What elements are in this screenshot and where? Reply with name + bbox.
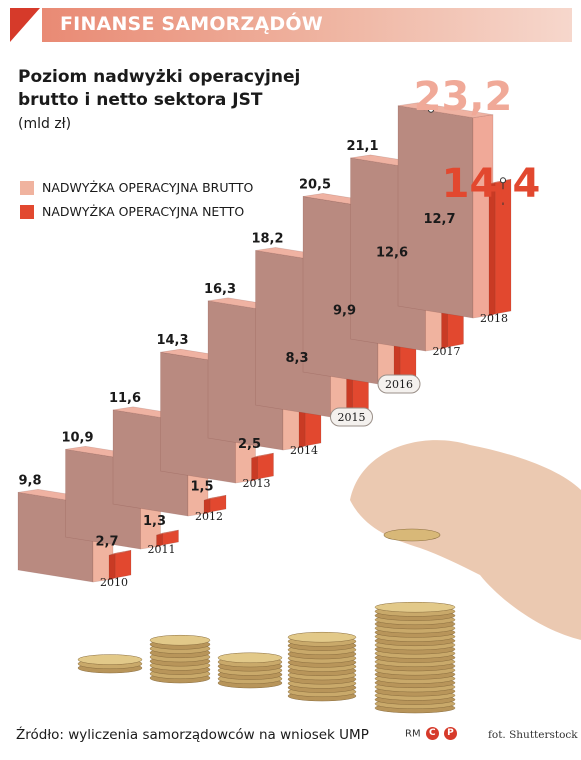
value-label-brutto-2010: 9,8	[18, 473, 41, 488]
bar-netto-top-2013	[251, 452, 274, 459]
value-label-brutto-2017: 21,1	[346, 139, 378, 154]
value-label-brutto-2011: 10,9	[61, 430, 93, 445]
year-pill-2016	[377, 374, 421, 394]
value-label-netto-2017: 12,7	[423, 212, 455, 227]
year-label-2015: 2015	[338, 411, 366, 424]
legend-swatch-netto	[20, 205, 34, 219]
coin-stack-3-top	[217, 652, 283, 664]
year-label-2012: 2012	[195, 510, 223, 523]
year-label-2017: 2017	[433, 345, 461, 358]
leader-dot-brutto	[428, 106, 434, 113]
value-label-netto-2014: 8,3	[285, 351, 308, 366]
bar-chart-3d: 9,8 2,7 2010 10,9 1,3 2011 11,6 1,5 2012 14,3 2,5 2…	[17, 74, 581, 714]
value-label-netto-2012: 1,5	[190, 479, 213, 494]
bar-brutto-side-2018	[472, 114, 494, 319]
value-label-netto-2011: 1,3	[143, 514, 166, 529]
banner-accent-triangle	[10, 8, 40, 42]
coin-stack-1-top	[77, 654, 143, 665]
bar-brutto-top-2018	[397, 102, 494, 119]
bar-netto-side-2013	[251, 455, 258, 482]
value-label-netto-2018: 14,4	[442, 161, 541, 207]
value-label-brutto-2012: 11,6	[109, 391, 141, 406]
value-label-brutto-2016: 20,5	[299, 177, 331, 192]
value-label-netto-2015: 9,9	[333, 303, 356, 318]
chart-title: Poziom nadwyżki operacyjnej brutto i net…	[18, 67, 301, 110]
coin-stack-4-top	[287, 631, 357, 643]
value-label-brutto-2014: 16,3	[204, 282, 236, 297]
hand-illustration	[350, 440, 581, 640]
banner-title: FINANSE SAMORZĄDÓW	[60, 13, 323, 35]
copyright-prefix: RM	[405, 728, 421, 740]
section-banner: FINANSE SAMORZĄDÓW	[10, 8, 572, 42]
copyright-p-icon: P	[443, 727, 457, 740]
year-label-2011: 2011	[148, 543, 176, 556]
year-pill-2015	[330, 407, 373, 427]
bar-netto-top-2010	[108, 550, 132, 556]
labels-layer: 9,8 2,7 2010 10,9 1,3 2011 11,6 1,5 2012 14,3 2,5 2…	[18, 74, 540, 589]
banner-bar	[42, 8, 572, 42]
year-label-2014: 2014	[290, 444, 318, 457]
copyright-c-icon: C	[425, 727, 439, 740]
value-label-netto-2010: 2,7	[95, 534, 118, 549]
value-label-brutto-2013: 14,3	[156, 333, 188, 348]
chart-unit: (mld zł)	[18, 116, 72, 132]
bar-netto-2013	[257, 452, 274, 480]
bars-layer	[17, 102, 512, 583]
bar-netto-top-2012	[203, 494, 227, 501]
held-coin	[383, 528, 441, 542]
legend-swatch-brutto	[20, 181, 34, 195]
coin-stacks-illustration	[77, 440, 581, 714]
coin-stack-5-top	[374, 601, 456, 613]
photo-credit: fot. Shutterstock	[488, 729, 578, 741]
copyright-marks: RM C P	[405, 727, 457, 740]
bar-netto-top-2011	[156, 529, 179, 536]
value-label-netto-2016: 12,6	[376, 246, 408, 261]
value-label-brutto-2015: 18,2	[251, 231, 283, 246]
source-note: Źródło: wyliczenia samorządowców na wnio…	[16, 727, 369, 743]
value-label-brutto-2018: 23,2	[414, 74, 513, 120]
bar-netto-2010	[114, 549, 132, 579]
year-label-2018: 2018	[480, 312, 508, 325]
value-label-netto-2013: 2,5	[238, 437, 261, 452]
coin-stack-2-top	[149, 634, 211, 646]
bar-netto-side-2012	[203, 497, 211, 515]
year-label-2016: 2016	[385, 378, 413, 391]
legend-label-brutto: NADWYŻKA OPERACYJNA BRUTTO	[42, 180, 254, 195]
year-label-2013: 2013	[243, 477, 271, 490]
legend-label-netto: NADWYŻKA OPERACYJNA NETTO	[42, 204, 245, 219]
leader-dot-netto	[500, 177, 506, 184]
year-label-2010: 2010	[100, 576, 128, 589]
